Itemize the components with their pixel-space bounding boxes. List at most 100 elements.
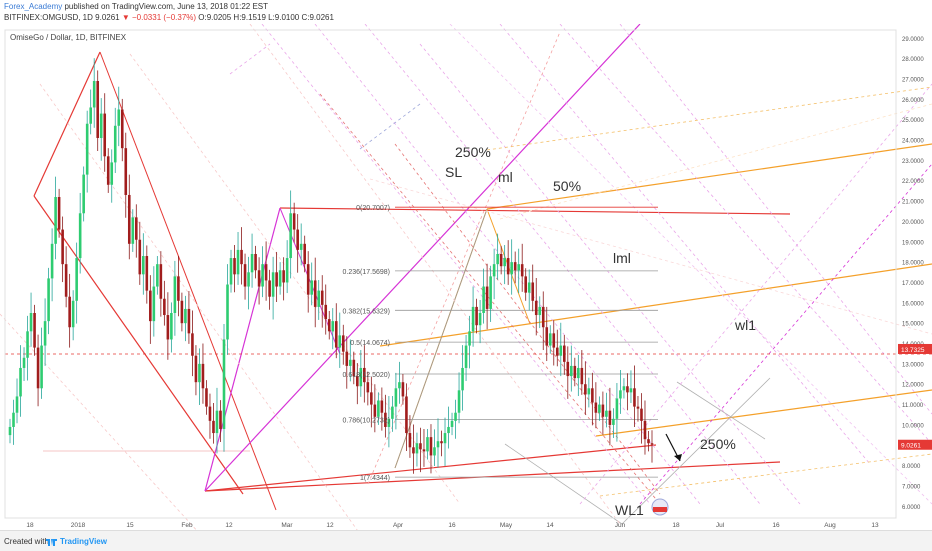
candle-body xyxy=(598,404,601,413)
trend-line xyxy=(204,444,657,492)
author-link[interactable]: Forex_Academy xyxy=(4,2,63,11)
candle-body xyxy=(401,382,405,397)
candle-body xyxy=(324,304,328,320)
candle-body xyxy=(289,213,292,259)
candle-body xyxy=(594,402,598,413)
candle-body xyxy=(71,300,75,328)
axes-layer: 6.00007.00008.00009.000010.000011.000012… xyxy=(4,29,932,529)
candle-body xyxy=(233,258,236,275)
candle-body xyxy=(36,347,40,389)
dashed-line xyxy=(449,24,932,505)
price-chart[interactable]: 6.00007.00008.00009.000010.000011.000012… xyxy=(0,24,932,530)
candle-body xyxy=(180,300,184,324)
candle-body xyxy=(341,335,345,352)
dashed-line xyxy=(499,24,871,465)
candle-body xyxy=(187,308,191,334)
candle-body xyxy=(338,335,342,348)
price-label-box xyxy=(898,343,932,354)
candle-body xyxy=(236,249,240,275)
fib-level-label: 1(7.4344) xyxy=(360,475,390,482)
candle-body xyxy=(257,270,261,287)
annotation-text: wl1 xyxy=(734,317,756,333)
chart-header: Forex_Academy published on TradingView.c… xyxy=(0,0,932,24)
annotation-text: SL xyxy=(445,164,462,180)
candle-body xyxy=(377,400,380,417)
y-tick-label: 25.0000 xyxy=(902,118,924,124)
candle-body xyxy=(520,264,524,277)
dashed-line xyxy=(486,86,932,151)
x-tick-label: Apr xyxy=(393,522,404,529)
annotation-text: 250% xyxy=(700,436,736,452)
y-tick-label: 16.0000 xyxy=(902,301,924,307)
candle-body xyxy=(247,272,250,287)
candle-body xyxy=(566,361,570,377)
candle-body xyxy=(503,258,506,267)
candle-body xyxy=(359,367,363,387)
candle-body xyxy=(254,253,257,271)
candle-body xyxy=(78,213,82,259)
created-with-text: Created with xyxy=(4,537,49,546)
candle-body xyxy=(278,270,282,287)
candle-body xyxy=(47,278,50,322)
candle-body xyxy=(499,253,503,267)
candle-body xyxy=(194,355,198,383)
y-tick-label: 22.0000 xyxy=(902,179,924,185)
candle-body xyxy=(166,315,170,340)
candle-body xyxy=(296,229,299,250)
candle-body xyxy=(285,258,289,283)
candle-body xyxy=(40,345,43,389)
candle-body xyxy=(103,113,107,157)
candle-body xyxy=(127,194,131,244)
y-tick-label: 7.0000 xyxy=(902,484,921,490)
candle-body xyxy=(531,282,535,301)
y-tick-label: 18.0000 xyxy=(902,261,924,267)
candle-body xyxy=(415,443,419,454)
candle-body xyxy=(170,313,173,340)
candle-body xyxy=(219,410,222,429)
candle-body xyxy=(492,264,496,277)
trend-line xyxy=(379,263,932,347)
dashed-line xyxy=(367,31,561,485)
candle-body xyxy=(573,365,577,379)
candle-body xyxy=(75,258,78,301)
candle-body xyxy=(275,272,278,287)
candle-body xyxy=(647,439,650,444)
published-text: published on TradingView.com, June 13, 2… xyxy=(64,2,269,11)
y-tick-label: 15.0000 xyxy=(902,322,924,328)
candle-body xyxy=(8,426,12,436)
y-tick-label: 6.0000 xyxy=(902,505,921,511)
trend-line xyxy=(486,143,932,210)
annotation-text: WL1 xyxy=(615,502,644,518)
tradingview-brand[interactable]: TradingView xyxy=(60,537,107,546)
plot-border xyxy=(4,29,897,519)
candle-body xyxy=(264,264,268,281)
trend-line xyxy=(279,207,341,355)
arrow-head-icon xyxy=(674,454,682,461)
x-tick-label: 16 xyxy=(772,522,780,529)
y-tick-label: 19.0000 xyxy=(902,240,924,246)
dashed-line xyxy=(599,453,932,497)
candle-body xyxy=(506,258,510,275)
candle-body xyxy=(580,367,584,385)
candle-body xyxy=(619,390,622,399)
x-tick-label: 2018 xyxy=(71,522,86,529)
candle-body xyxy=(422,449,426,452)
candle-body xyxy=(149,290,152,322)
candle-body xyxy=(538,306,542,316)
candle-body xyxy=(303,243,306,265)
candle-body xyxy=(327,319,331,332)
y-tick-label: 21.0000 xyxy=(902,200,924,206)
candle-body xyxy=(443,433,447,444)
candle-body xyxy=(57,197,61,230)
candle-body xyxy=(591,388,594,403)
candle-body xyxy=(68,296,71,328)
annotation-text: 250% xyxy=(455,144,491,160)
candle-body xyxy=(113,125,117,163)
dashed-line xyxy=(261,24,651,505)
price-label-box xyxy=(898,439,932,450)
fib-level-label: 0.5(14.0674) xyxy=(350,340,390,347)
labels-layer: OmiseGo / Dollar, 1D, BITFINEX 0(20.7007)… xyxy=(10,33,756,518)
candle-body xyxy=(534,300,538,316)
candle-body xyxy=(54,197,57,244)
candle-body xyxy=(640,408,643,421)
